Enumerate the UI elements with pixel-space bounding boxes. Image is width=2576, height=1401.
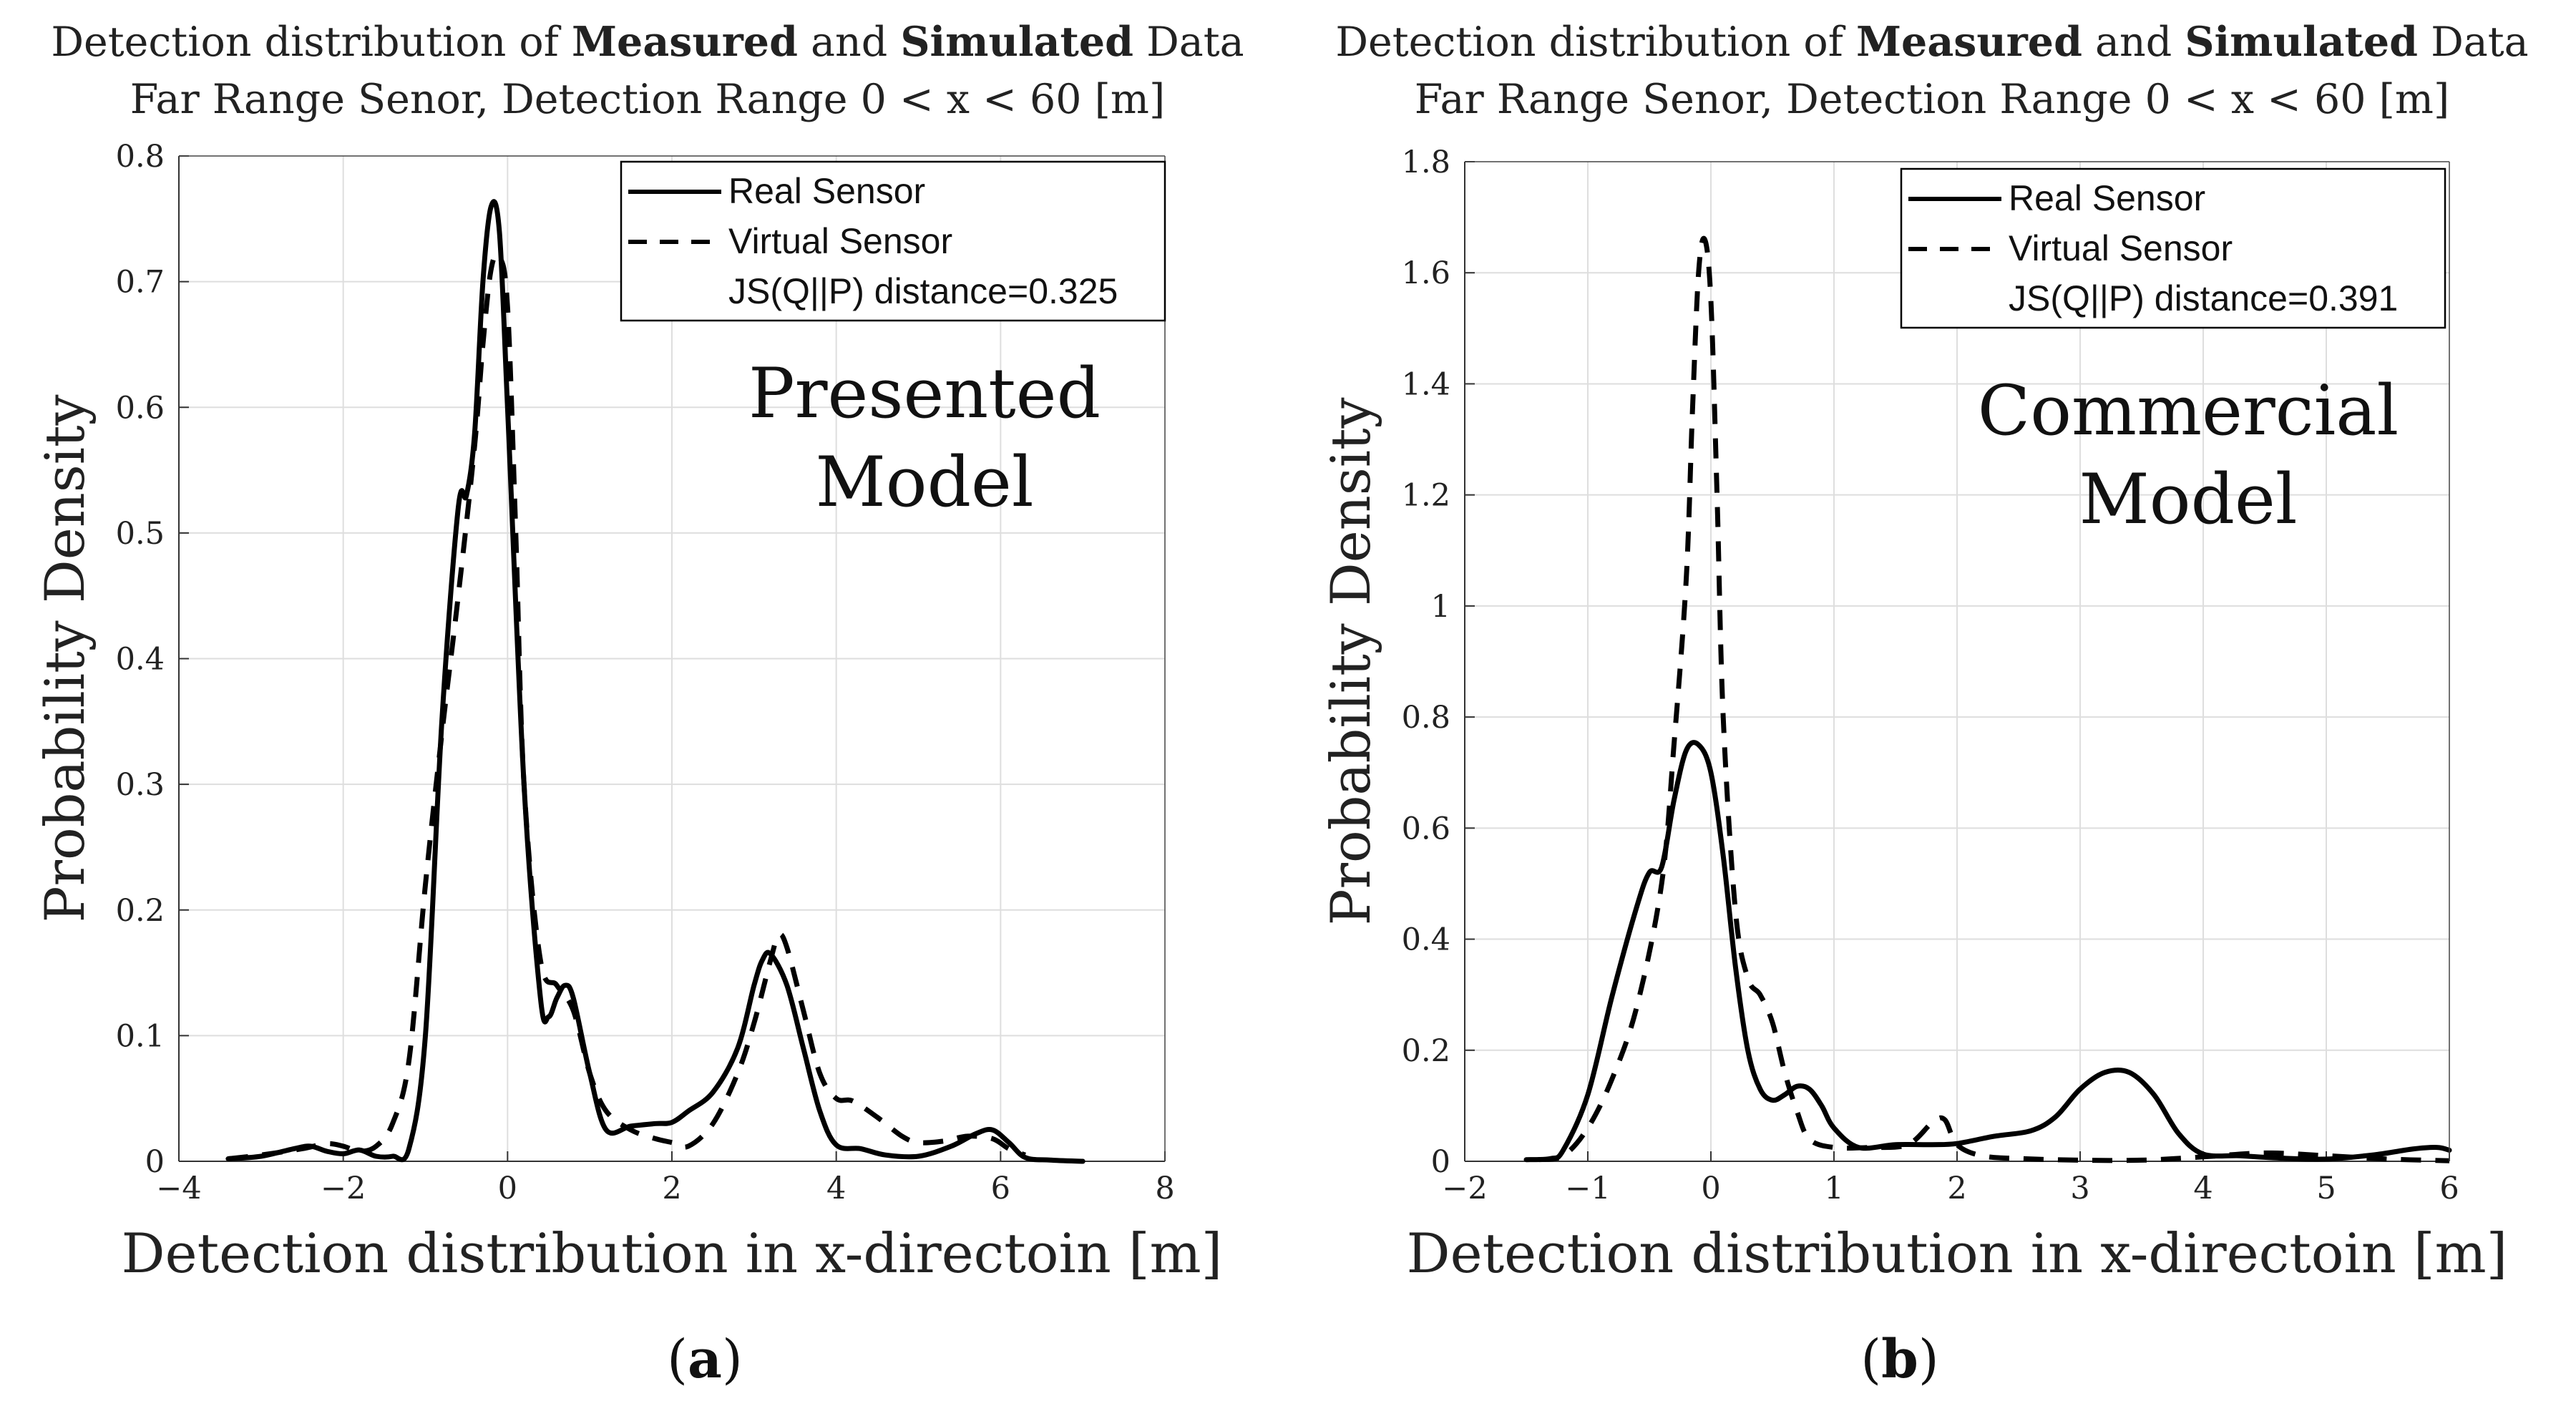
x-tick-label: −2 [1442,1171,1487,1206]
x-tick-label: 6 [2439,1171,2459,1206]
chart-panel-a: Detection distribution of Measured and S… [33,18,1244,1390]
y-tick-label: 1.6 [1402,255,1450,291]
y-tick-label: 1.2 [1402,478,1450,514]
x-tick-label: 0 [498,1171,517,1206]
chart-title-line1: Detection distribution of Measured and S… [1335,18,2528,66]
legend-metric: JS(Q||P) distance=0.325 [728,271,1118,311]
x-tick-label: 4 [826,1171,846,1206]
y-tick-label: 0.2 [116,893,165,929]
x-tick-label: 3 [2070,1171,2089,1206]
y-tick-label: 0.1 [116,1018,165,1054]
x-tick-label: 5 [2316,1171,2336,1206]
legend-metric: JS(Q||P) distance=0.391 [2009,278,2398,318]
legend-label-real: Real Sensor [728,171,925,211]
x-tick-label: 2 [1947,1171,1966,1206]
x-tick-label: 0 [1701,1171,1720,1206]
panel-caption: (a) [667,1329,743,1390]
y-tick-label: 0.2 [1402,1033,1450,1069]
x-tick-label: 2 [662,1171,681,1206]
series-virtual-sensor [228,251,1027,1161]
y-tick-label: 0.5 [116,516,165,552]
y-tick-label: 0 [1431,1144,1450,1180]
y-axis-label: Probability Density [33,394,97,922]
x-tick-label: −4 [156,1171,201,1206]
panel-caption: (b) [1860,1329,1939,1390]
x-tick-label: 4 [2193,1171,2212,1206]
legend-label-virtual: Virtual Sensor [2009,228,2233,268]
y-tick-label: 0.7 [116,265,165,301]
x-axis-label: Detection distribution in x-directoin [m… [122,1221,1223,1285]
y-tick-label: 0.6 [116,390,165,426]
legend-box [1900,167,2446,329]
chart-title-line2: Far Range Senor, Detection Range 0 < x <… [1415,76,2449,123]
y-tick-label: 1 [1431,589,1450,625]
model-annotation-line2: Model [2079,459,2297,540]
series-virtual-sensor [1538,235,2450,1163]
chart-title-line1: Detection distribution of Measured and S… [51,18,1244,66]
y-tick-label: 1.4 [1402,366,1450,402]
x-tick-label: 1 [1824,1171,1843,1206]
legend-label-virtual: Virtual Sensor [728,221,952,261]
x-tick-label: 6 [991,1171,1010,1206]
model-annotation-line1: Presented [748,353,1101,434]
y-tick-label: 0.4 [1402,922,1450,958]
x-tick-label: −2 [321,1171,366,1206]
x-tick-label: 8 [1155,1171,1174,1206]
y-axis-label: Probability Density [1319,397,1382,925]
legend: Real Sensor Virtual Sensor JS(Q||P) distan… [1900,167,2446,329]
chart-panel-b: Detection distribution of Measured and S… [1319,18,2529,1390]
series-real-sensor [225,199,1085,1164]
y-tick-label: 0 [145,1144,165,1180]
y-tick-label: 0.4 [116,642,165,678]
legend-label-real: Real Sensor [2009,178,2205,218]
x-axis-label: Detection distribution in x-directoin [m… [1407,1221,2508,1285]
chart-title-line2: Far Range Senor, Detection Range 0 < x <… [130,76,1165,123]
y-tick-label: 1.8 [1402,145,1450,180]
model-annotation-line1: Commercial [1978,371,2399,451]
y-tick-label: 0.3 [116,767,165,803]
y-tick-label: 0.8 [116,139,165,175]
model-annotation-line2: Model [815,442,1033,522]
legend-box [620,160,1166,322]
x-tick-label: −1 [1565,1171,1610,1206]
legend: Real Sensor Virtual Sensor JS(Q||P) distan… [620,160,1166,322]
series-real-sensor [1523,740,2452,1163]
y-tick-label: 0.6 [1402,811,1450,846]
y-tick-label: 0.8 [1402,700,1450,736]
